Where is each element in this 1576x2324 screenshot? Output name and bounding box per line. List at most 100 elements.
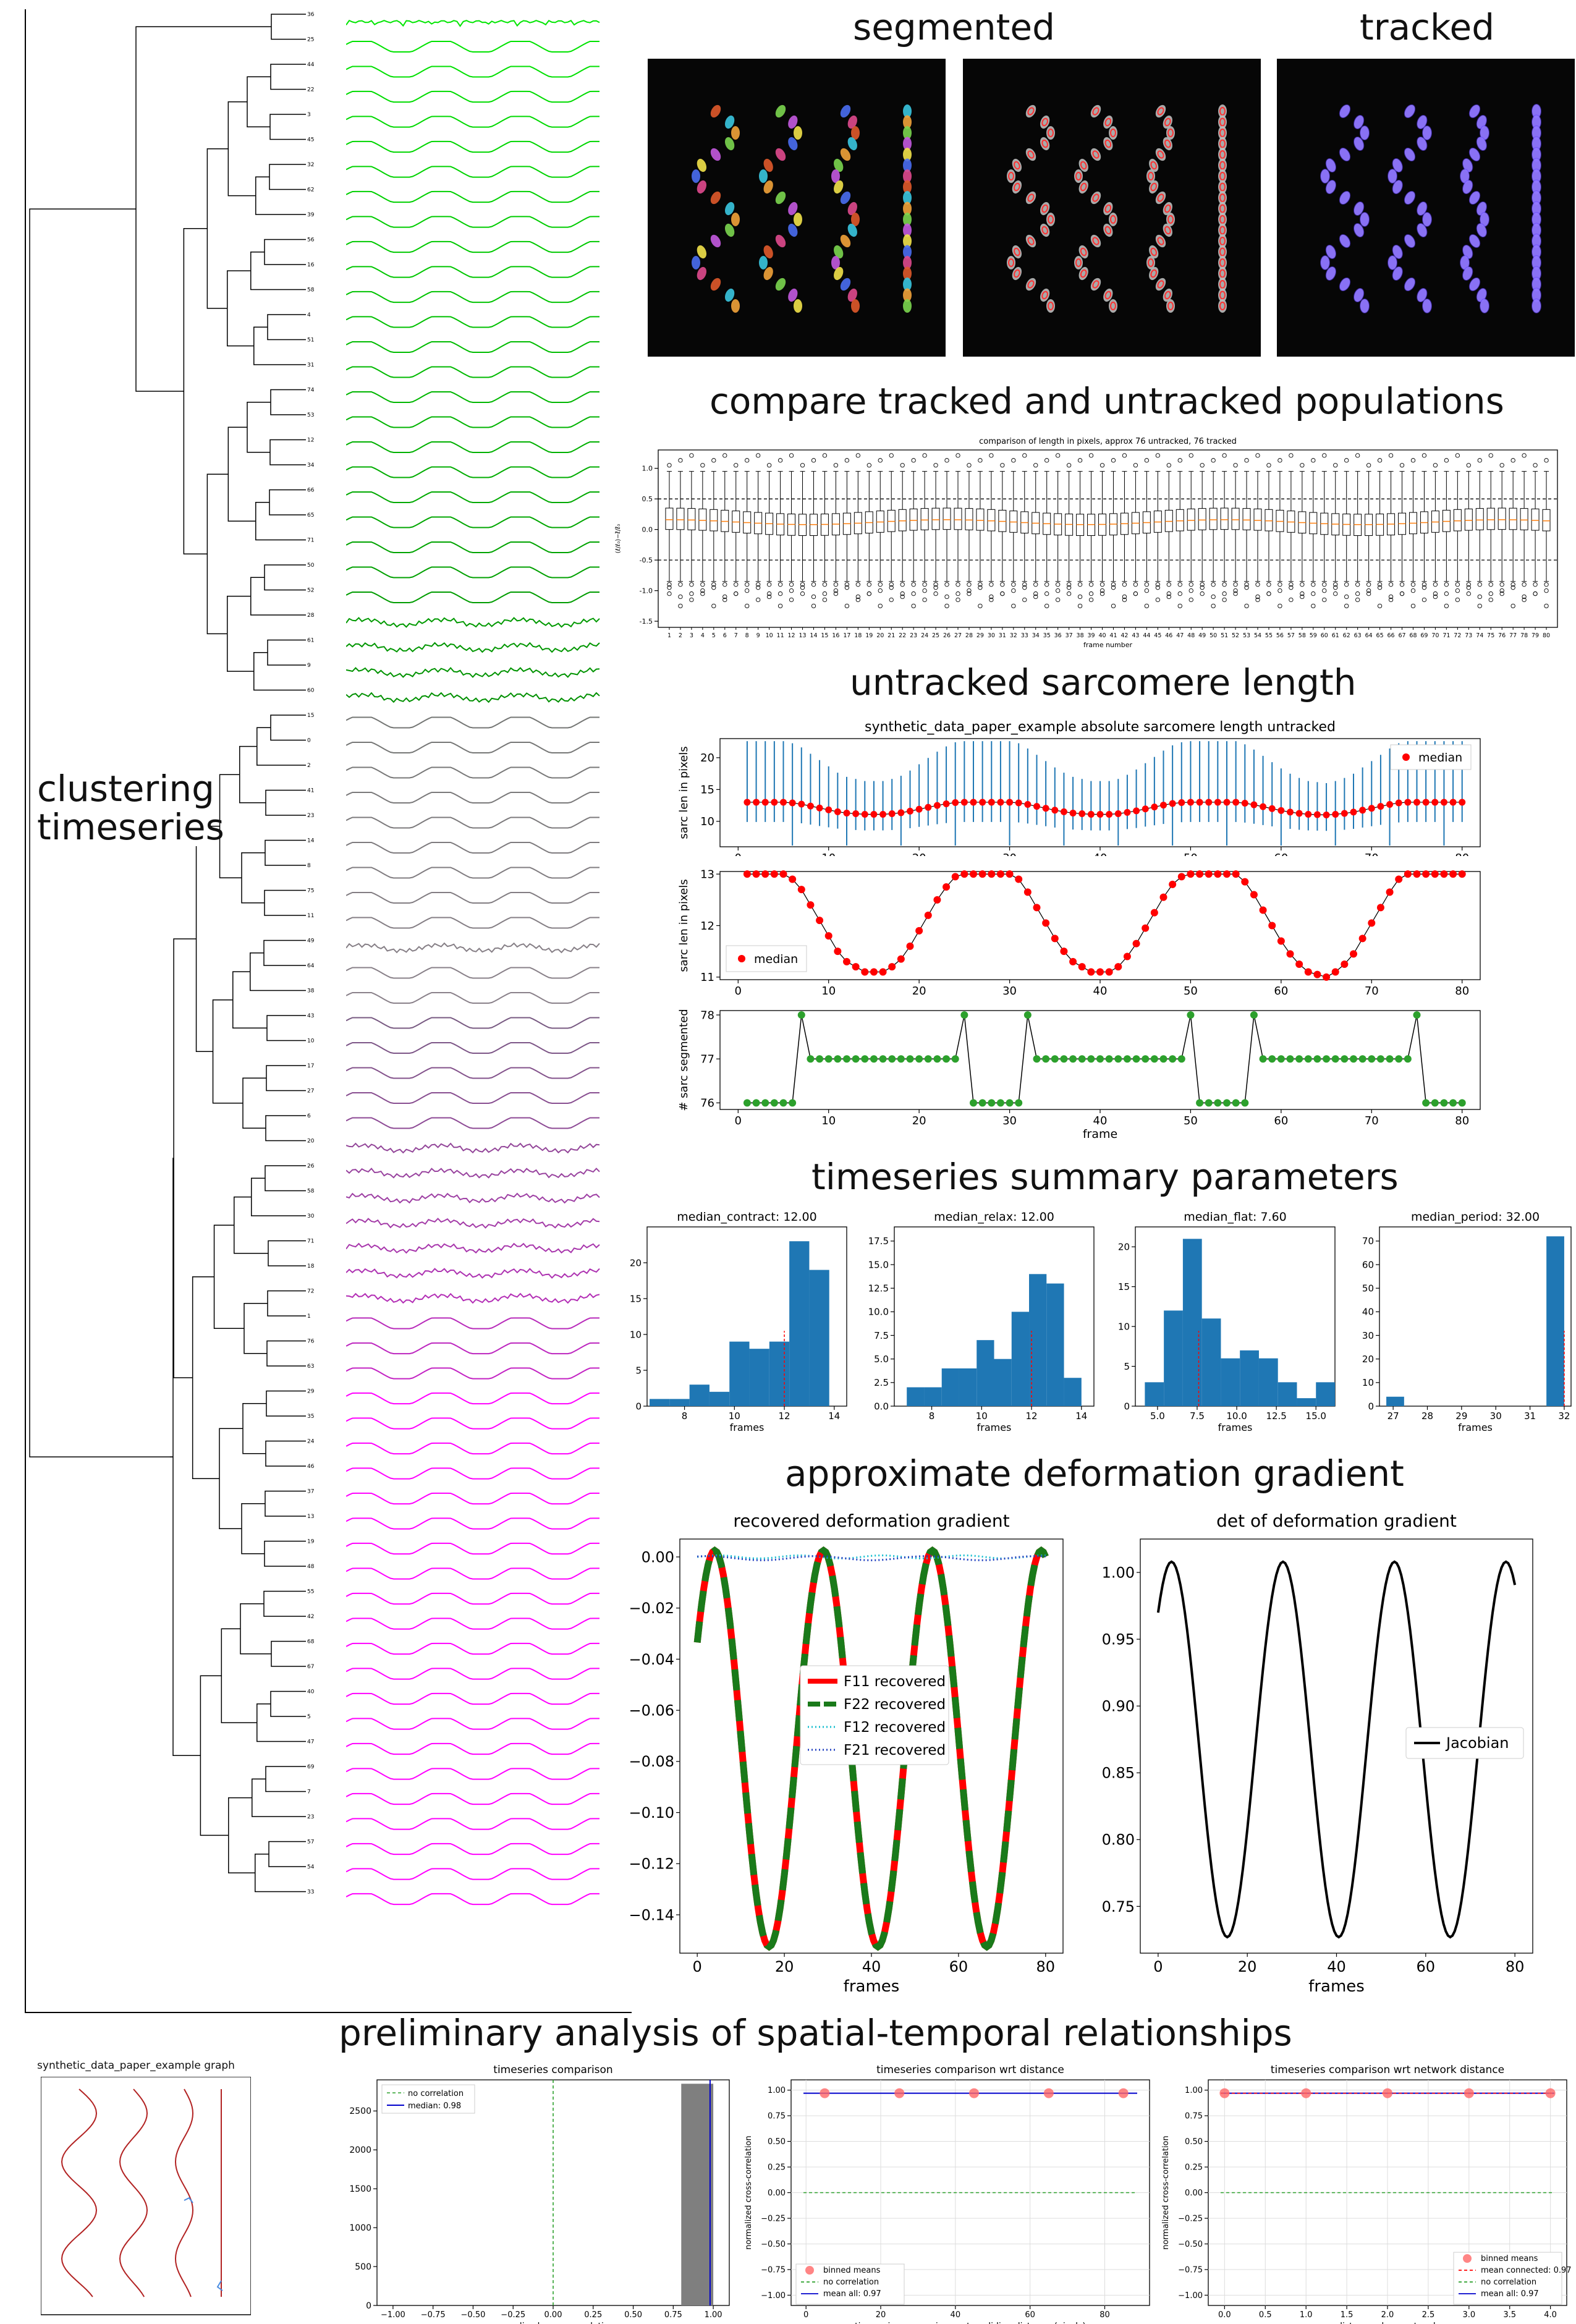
sarcomere-blob xyxy=(710,278,721,291)
x-tick-label: 0.00 xyxy=(544,2310,562,2320)
box-outlier xyxy=(700,582,705,587)
box-outlier xyxy=(1410,582,1416,587)
dendrogram-leaf-label: 44 xyxy=(307,62,315,68)
x-tick-label: 0.25 xyxy=(584,2310,602,2320)
sarcomere-outline xyxy=(1219,107,1226,116)
median-point xyxy=(752,870,760,878)
box-outlier xyxy=(1177,582,1182,587)
box-outlier xyxy=(1088,591,1094,596)
sarcomere-blob xyxy=(1146,169,1155,183)
sarcomere-blob xyxy=(1218,299,1227,313)
sarcomere-blob xyxy=(840,278,851,291)
box-outlier xyxy=(1344,603,1349,609)
sarcomere-track xyxy=(1476,223,1487,238)
y-tick-label: 5 xyxy=(1124,1361,1130,1372)
sarcomere-track xyxy=(1325,244,1337,260)
y-tick-label: 0.0 xyxy=(642,526,653,534)
count-point xyxy=(1395,1055,1403,1063)
dendrogram-leaf-label: 7 xyxy=(307,1789,311,1796)
sarcomere-track xyxy=(1392,266,1403,281)
box-outlier xyxy=(1122,453,1127,458)
dendrogram-leaf-label: 53 xyxy=(307,412,314,418)
median-point xyxy=(825,806,832,813)
legend-label: mean all: 0.97 xyxy=(1481,2289,1539,2299)
dendrogram-link xyxy=(251,1177,306,1216)
median-point xyxy=(1386,801,1394,808)
x-tick-label: 0.50 xyxy=(624,2310,642,2320)
y-tick-label: 17.5 xyxy=(868,1236,889,1247)
count-point xyxy=(852,1055,860,1063)
box-outlier xyxy=(1377,585,1383,590)
sarcomere-track xyxy=(1532,255,1541,270)
box-category-label: 12 xyxy=(788,632,795,639)
median-point xyxy=(988,870,996,878)
dendrogram-link xyxy=(227,426,256,522)
y-tick-label: 1.0 xyxy=(642,465,653,473)
median-point xyxy=(761,799,769,806)
box-outlier xyxy=(800,585,805,590)
dendrogram-link xyxy=(267,639,306,666)
box-outlier xyxy=(1066,582,1072,587)
binned-mean-point xyxy=(820,2088,830,2098)
box-outlier xyxy=(1388,594,1394,600)
box-outlier xyxy=(1455,597,1460,603)
dendrogram-leaf-label: 16 xyxy=(307,262,315,268)
timeseries-trace xyxy=(346,290,599,303)
dendrogram-link xyxy=(255,502,306,541)
median-point xyxy=(1214,799,1221,806)
x-tick-label: 0 xyxy=(735,985,742,998)
sarcomere-outline xyxy=(1164,139,1171,148)
box-outlier xyxy=(944,603,949,609)
box-outlier xyxy=(1333,582,1338,587)
box-outlier xyxy=(955,453,960,458)
count-point xyxy=(789,1099,797,1107)
x-tick-label: 50 xyxy=(1184,985,1198,998)
y-tick-label: 0 xyxy=(1124,1401,1130,1412)
x-tick-label: 1.5 xyxy=(1341,2310,1354,2320)
box-outlier xyxy=(944,582,949,587)
timeseries-trace xyxy=(346,1668,599,1680)
box-outlier xyxy=(1044,591,1049,596)
box-outlier xyxy=(1544,603,1549,609)
median-point xyxy=(1150,909,1158,917)
box-outlier xyxy=(1011,588,1016,593)
sarcomere-outline xyxy=(1219,129,1226,137)
box-outlier xyxy=(855,582,860,587)
sarcomere-track xyxy=(1532,104,1541,119)
box-outlier xyxy=(1322,453,1327,458)
count-point xyxy=(1060,1055,1068,1063)
sarcomere-outline xyxy=(1041,139,1048,148)
box-category-label: 32 xyxy=(1010,632,1017,639)
box-outlier xyxy=(1177,603,1182,609)
box xyxy=(887,509,896,532)
x-tick-label: 32 xyxy=(1558,1410,1570,1422)
dendrogram-link xyxy=(253,326,306,365)
dendrogram-link xyxy=(242,1077,266,1129)
y-tick-label: −0.10 xyxy=(629,1804,674,1821)
box-category-label: 34 xyxy=(1032,632,1040,639)
sarcomere-track xyxy=(1532,147,1541,162)
box-outlier xyxy=(978,458,983,463)
box-category-label: 7 xyxy=(734,632,738,639)
dendrogram-link xyxy=(192,1276,219,1479)
sarcomere-outline xyxy=(1150,269,1158,278)
y-tick-label: −0.14 xyxy=(629,1906,674,1923)
median-point xyxy=(933,896,941,904)
x-tick-label: 12.5 xyxy=(1266,1410,1286,1422)
median-point xyxy=(1151,804,1158,811)
box-outlier xyxy=(1455,582,1460,587)
median-point xyxy=(1295,810,1303,817)
box-outlier xyxy=(822,597,828,603)
box-outlier xyxy=(1277,588,1282,593)
timeseries-trace xyxy=(346,1818,599,1830)
median-line xyxy=(747,873,1462,978)
box-outlier xyxy=(1255,453,1260,458)
timeseries-trace xyxy=(346,240,599,253)
dendrogram-link xyxy=(240,1603,271,1655)
dendrogram-link xyxy=(266,1065,306,1092)
sarcomere-track xyxy=(1417,114,1428,130)
dendrogram-leaf-label: 27 xyxy=(307,1088,314,1095)
sarcomere-track xyxy=(1468,147,1481,162)
clustering-panel xyxy=(25,9,632,2013)
median-point xyxy=(1268,805,1276,812)
